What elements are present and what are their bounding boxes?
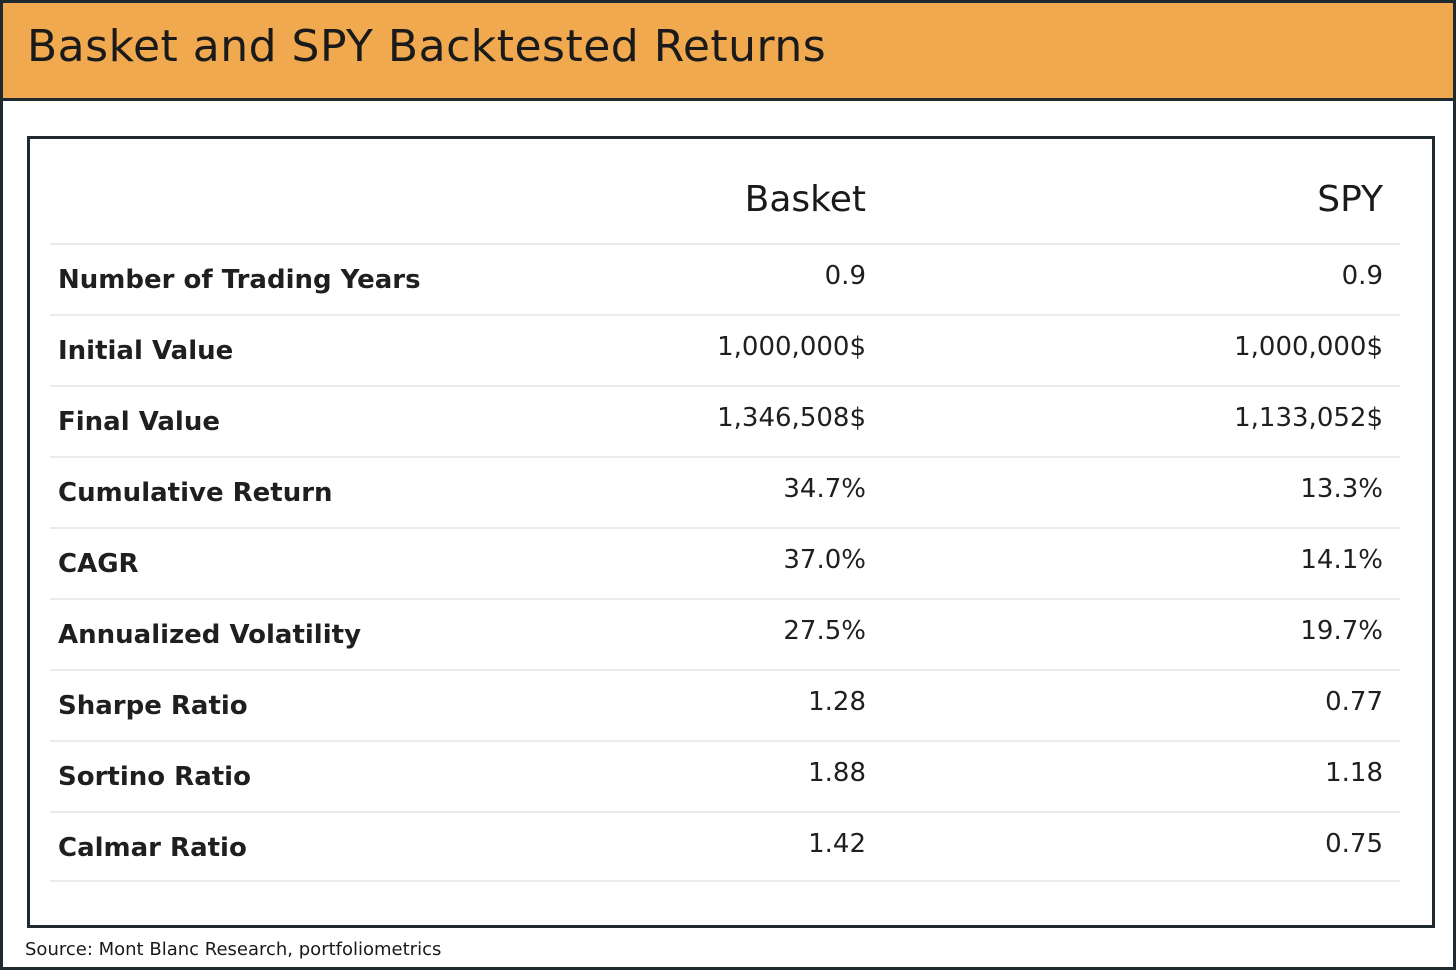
- basket-value: 1.88: [808, 758, 866, 788]
- row-label: CAGR: [58, 549, 139, 579]
- table-row: Sharpe Ratio 1.28 0.77: [50, 669, 1400, 740]
- table-row: Number of Trading Years 0.9 0.9: [50, 243, 1400, 314]
- spy-value: 0.77: [1325, 687, 1383, 717]
- chart-title: Basket and SPY Backtested Returns: [27, 21, 827, 72]
- row-label: Sortino Ratio: [58, 762, 251, 792]
- table-row: Annualized Volatility 27.5% 19.7%: [50, 598, 1400, 669]
- row-label: Sharpe Ratio: [58, 691, 248, 721]
- basket-value: 34.7%: [783, 474, 866, 504]
- spy-value: 19.7%: [1300, 616, 1383, 646]
- row-label: Calmar Ratio: [58, 833, 247, 863]
- spy-value: 14.1%: [1300, 545, 1383, 575]
- table-row: Final Value 1,346,508$ 1,133,052$: [50, 385, 1400, 456]
- row-label: Final Value: [58, 407, 220, 437]
- table-row: Sortino Ratio 1.88 1.18: [50, 740, 1400, 811]
- spy-value: 1,000,000$: [1234, 332, 1383, 362]
- spy-value: 0.75: [1325, 829, 1383, 859]
- table-row: Calmar Ratio 1.42 0.75: [50, 811, 1400, 882]
- column-header-spy: SPY: [1317, 179, 1383, 220]
- row-label: Cumulative Return: [58, 478, 333, 508]
- row-label: Annualized Volatility: [58, 620, 362, 650]
- row-label: Number of Trading Years: [58, 265, 421, 295]
- spy-value: 13.3%: [1300, 474, 1383, 504]
- spy-value: 1,133,052$: [1234, 403, 1383, 433]
- table-body: Number of Trading Years 0.9 0.9 Initial …: [50, 243, 1400, 882]
- basket-value: 1,000,000$: [717, 332, 866, 362]
- returns-table: Basket SPY Number of Trading Years 0.9 0…: [27, 136, 1435, 928]
- spy-value: 1.18: [1325, 758, 1383, 788]
- row-label: Initial Value: [58, 336, 234, 366]
- table-row: Cumulative Return 34.7% 13.3%: [50, 456, 1400, 527]
- basket-value: 0.9: [824, 261, 866, 291]
- basket-value: 37.0%: [783, 545, 866, 575]
- title-banner: Basket and SPY Backtested Returns: [3, 3, 1453, 101]
- table-row: Initial Value 1,000,000$ 1,000,000$: [50, 314, 1400, 385]
- column-header-basket: Basket: [744, 179, 866, 220]
- basket-value: 1.42: [808, 829, 866, 859]
- basket-value: 27.5%: [783, 616, 866, 646]
- source-note: Source: Mont Blanc Research, portfoliome…: [25, 939, 442, 960]
- basket-value: 1.28: [808, 687, 866, 717]
- basket-value: 1,346,508$: [717, 403, 866, 433]
- table-row: CAGR 37.0% 14.1%: [50, 527, 1400, 598]
- spy-value: 0.9: [1341, 261, 1383, 291]
